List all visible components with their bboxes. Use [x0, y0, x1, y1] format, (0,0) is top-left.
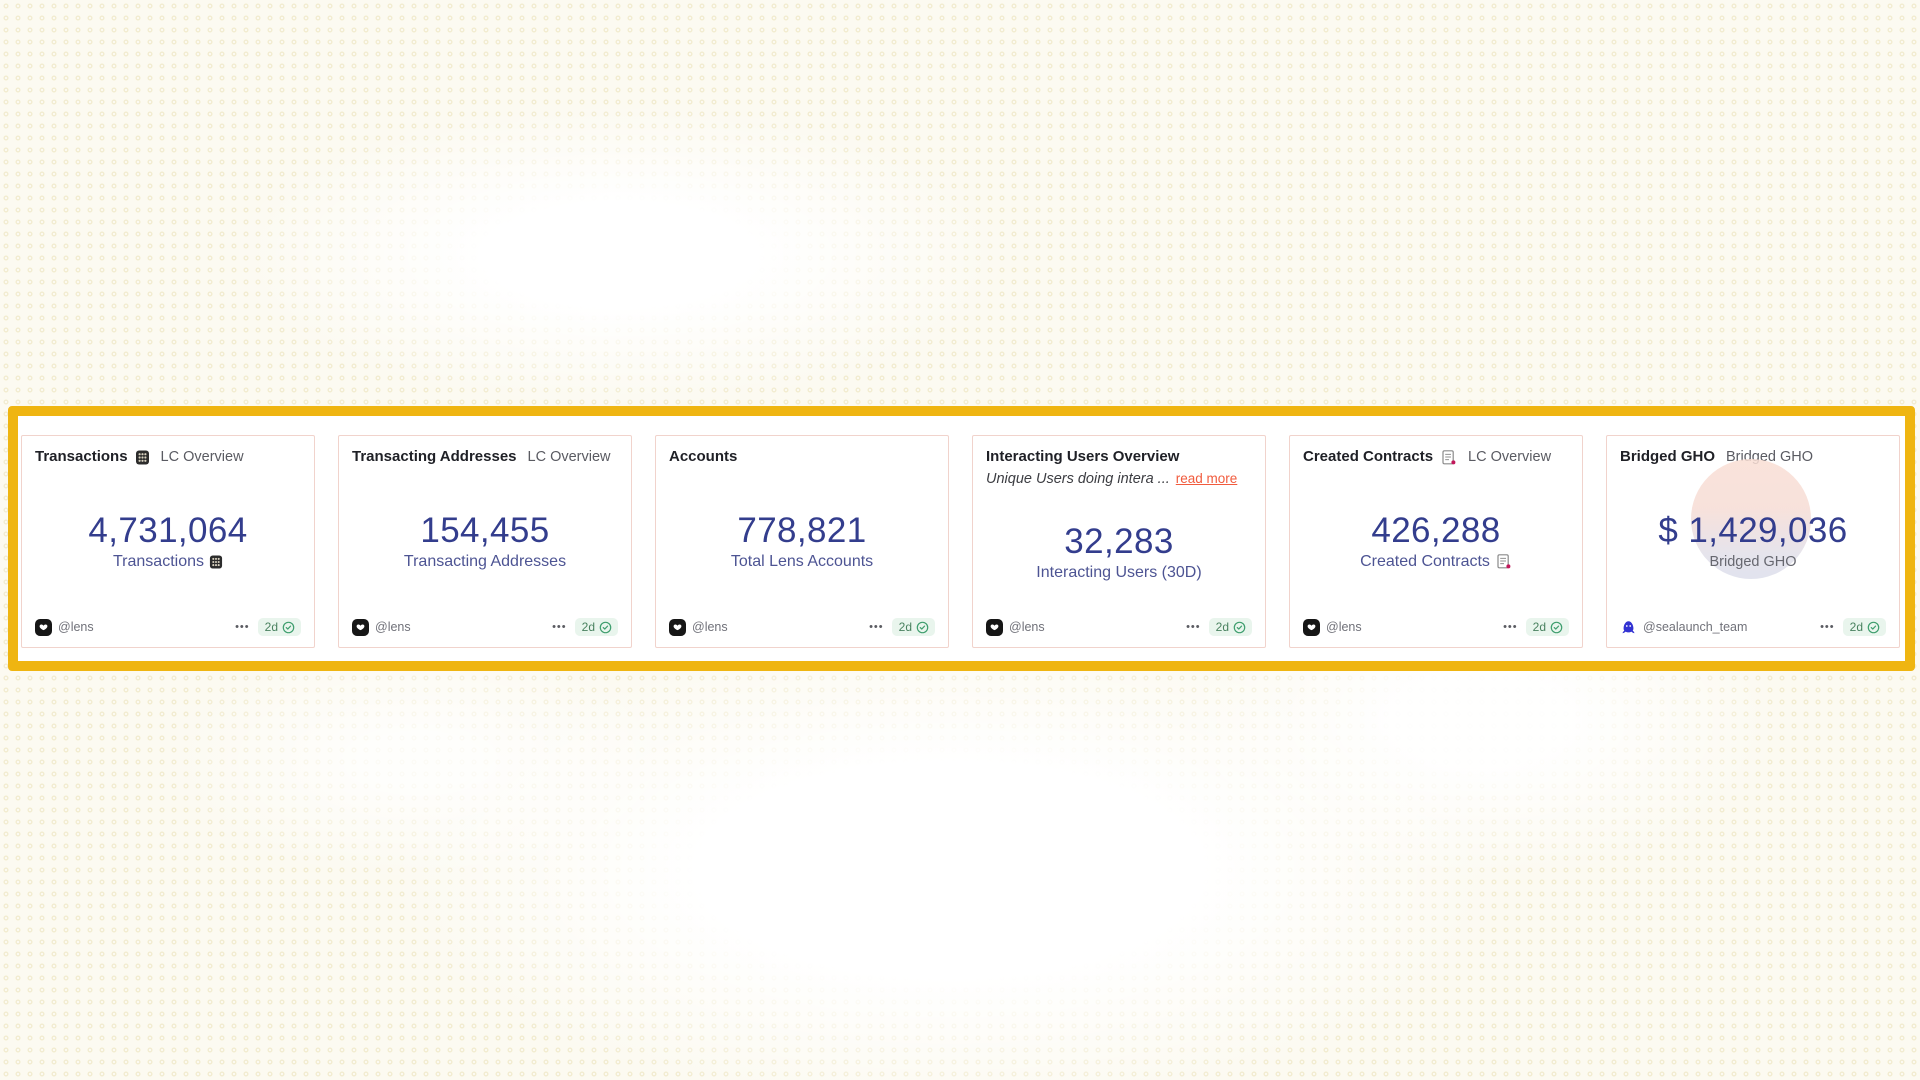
card-title: Bridged GHO	[1620, 448, 1716, 465]
author-handle[interactable]: @lens	[1326, 620, 1362, 634]
stat-card-transacting-addresses: Transacting Addresses LC Overview 154,45…	[338, 435, 632, 648]
stat-label-text: Transactions	[113, 552, 204, 570]
age-text: 2d	[898, 620, 912, 634]
lens-logo-avatar	[1303, 618, 1320, 636]
stat-value: 4,731,064	[88, 510, 248, 550]
check-circle-icon	[1233, 621, 1246, 634]
check-circle-icon	[1550, 621, 1563, 634]
age-text: 2d	[264, 620, 278, 634]
memo-icon	[1495, 553, 1512, 570]
card-title: Accounts	[669, 448, 738, 465]
stat-label-text: Interacting Users (30D)	[1036, 563, 1202, 581]
stat-value: 154,455	[420, 510, 550, 550]
stat-label: Transactions	[113, 552, 223, 572]
lens-logo-avatar	[669, 618, 686, 636]
stat-label: Created Contracts	[1360, 552, 1512, 572]
freshness-badge[interactable]: 2d	[257, 618, 301, 636]
check-circle-icon	[599, 621, 612, 634]
age-text: 2d	[1849, 620, 1863, 634]
card-title: Transacting Addresses	[352, 448, 517, 465]
author-handle[interactable]: @sealaunch_team	[1643, 620, 1748, 634]
lens-logo-avatar	[352, 618, 369, 636]
more-menu-button[interactable]: •••	[1503, 621, 1518, 633]
card-description: Unique Users doing intera ...	[986, 471, 1170, 487]
more-menu-button[interactable]: •••	[1186, 621, 1201, 633]
author-handle[interactable]: @lens	[375, 620, 411, 634]
stat-label-text: Bridged GHO	[1709, 553, 1797, 570]
gho-token-watermark	[1691, 459, 1811, 579]
stat-value: 426,288	[1371, 510, 1501, 550]
check-circle-icon	[282, 621, 295, 634]
stat-label: Total Lens Accounts	[731, 552, 873, 572]
card-title: Created Contracts	[1303, 448, 1434, 465]
lens-logo-avatar	[35, 618, 52, 636]
seal-logo-avatar	[1620, 619, 1637, 636]
stat-label-text: Created Contracts	[1360, 552, 1490, 570]
more-menu-button[interactable]: •••	[869, 621, 884, 633]
freshness-badge[interactable]: 2d	[1842, 618, 1886, 636]
stat-cards-row: Transactions LC Overview 4,731,064 Trans…	[21, 435, 1900, 648]
lens-logo-avatar	[986, 618, 1003, 636]
waffle-icon	[209, 554, 223, 569]
more-menu-button[interactable]: •••	[1820, 621, 1835, 633]
author-handle[interactable]: @lens	[1009, 620, 1045, 634]
dashboard-link[interactable]: LC Overview	[527, 449, 611, 465]
stat-card-interacting-users: Interacting Users Overview Unique Users …	[972, 435, 1266, 648]
stat-label-text: Total Lens Accounts	[730, 552, 874, 570]
freshness-badge[interactable]: 2d	[574, 618, 618, 636]
stat-card-transactions: Transactions LC Overview 4,731,064 Trans…	[21, 435, 315, 648]
stat-label: Interacting Users (30D)	[1036, 563, 1201, 583]
check-circle-icon	[1867, 621, 1880, 634]
stat-card-accounts: Accounts 778,821 Total Lens Accounts @le…	[655, 435, 949, 648]
freshness-badge[interactable]: 2d	[891, 618, 935, 636]
memo-icon	[1440, 449, 1457, 466]
more-menu-button[interactable]: •••	[552, 621, 567, 633]
age-text: 2d	[1215, 620, 1229, 634]
waffle-icon	[135, 450, 150, 465]
more-menu-button[interactable]: •••	[235, 621, 250, 633]
freshness-badge[interactable]: 2d	[1525, 618, 1569, 636]
dashboard-link[interactable]: LC Overview	[1468, 449, 1552, 465]
age-text: 2d	[581, 620, 595, 634]
check-circle-icon	[916, 621, 929, 634]
dashboard-link[interactable]: LC Overview	[160, 449, 244, 465]
author-handle[interactable]: @lens	[58, 620, 94, 634]
card-title: Interacting Users Overview	[986, 448, 1180, 465]
stat-card-created-contracts: Created Contracts LC Overview 426,288 Cr…	[1289, 435, 1583, 648]
stat-value: 778,821	[737, 510, 867, 550]
card-title: Transactions	[35, 448, 128, 465]
age-text: 2d	[1532, 620, 1546, 634]
stat-label: Bridged GHO	[1709, 552, 1796, 572]
stat-value: 32,283	[1064, 521, 1174, 561]
author-handle[interactable]: @lens	[692, 620, 728, 634]
stat-card-bridged-gho: Bridged GHO Bridged GHO $ 1,429,036 Brid…	[1606, 435, 1900, 648]
read-more-link[interactable]: read more	[1175, 471, 1238, 486]
stat-label-text: Transacting Addresses	[403, 552, 567, 570]
annotation-highlight-box	[8, 406, 1915, 671]
stat-value: $ 1,429,036	[1658, 510, 1848, 550]
stat-label: Transacting Addresses	[404, 552, 566, 572]
freshness-badge[interactable]: 2d	[1208, 618, 1252, 636]
